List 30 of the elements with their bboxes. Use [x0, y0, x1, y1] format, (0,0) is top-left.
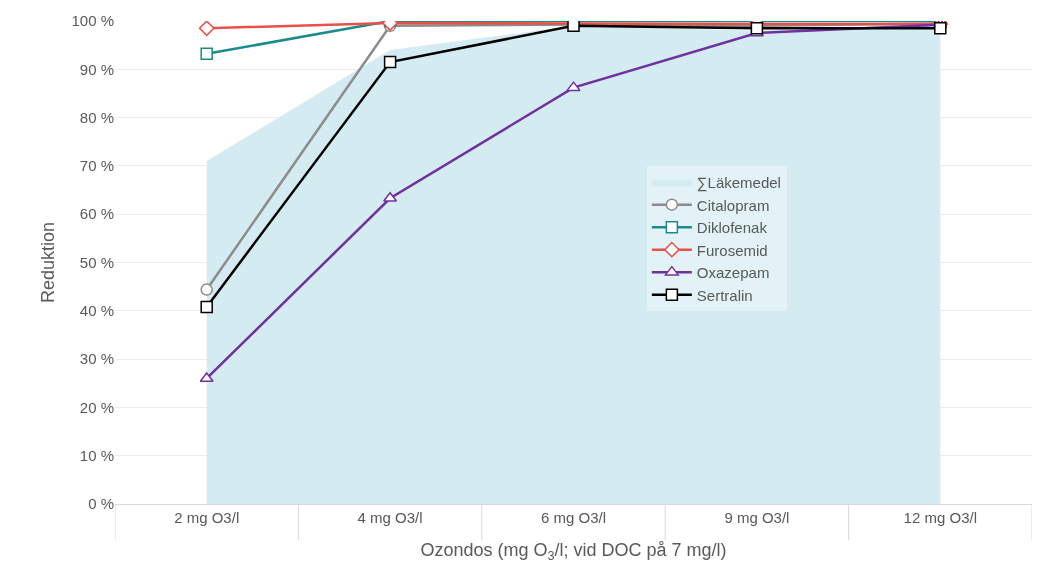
point: [200, 47, 213, 61]
y-tick-label: 70 %: [79, 157, 114, 175]
y-tick-label: 20 %: [79, 398, 114, 416]
legend-label: Sertralin: [696, 286, 753, 304]
y-tick-label: 50 %: [79, 253, 114, 271]
legend-label: Diklofenak: [696, 219, 768, 236]
point: [566, 81, 581, 92]
point: [200, 300, 213, 314]
x-tick-label: 4 mg O3/l: [357, 509, 423, 526]
legend-label: Oxazepam: [696, 264, 770, 281]
y-tick-label: 90 %: [79, 60, 114, 78]
y-tick-label: 100 %: [71, 12, 114, 30]
y-axis-title: Reduktion: [37, 221, 58, 304]
y-tick-label: 10 %: [79, 446, 114, 464]
y-tick-label: 40 %: [79, 302, 114, 320]
x-axis-title: Ozondos (mg O$_{3}$/l; vid DOC på 7 mg/l): [420, 540, 727, 563]
legend-label: ∑Läkemedel: [696, 174, 781, 192]
point: [198, 21, 215, 37]
point: [383, 55, 397, 69]
legend-label: Citalopram: [696, 196, 770, 214]
y-tick-label: 30 %: [79, 350, 114, 368]
legend-label: Furosemid: [696, 241, 768, 259]
y-tick-label: 60 %: [79, 205, 114, 223]
y-tick-label: 80 %: [79, 108, 114, 126]
x-tick-label: 9 mg O3/l: [724, 509, 790, 526]
y-tick-label: 0 %: [88, 495, 114, 513]
x-tick-label: 12 mg O3/l: [903, 509, 977, 526]
x-tick-label: 2 mg O3/l: [174, 509, 240, 526]
point: [200, 283, 213, 296]
x-tick-label: 6 mg O3/l: [540, 509, 607, 526]
